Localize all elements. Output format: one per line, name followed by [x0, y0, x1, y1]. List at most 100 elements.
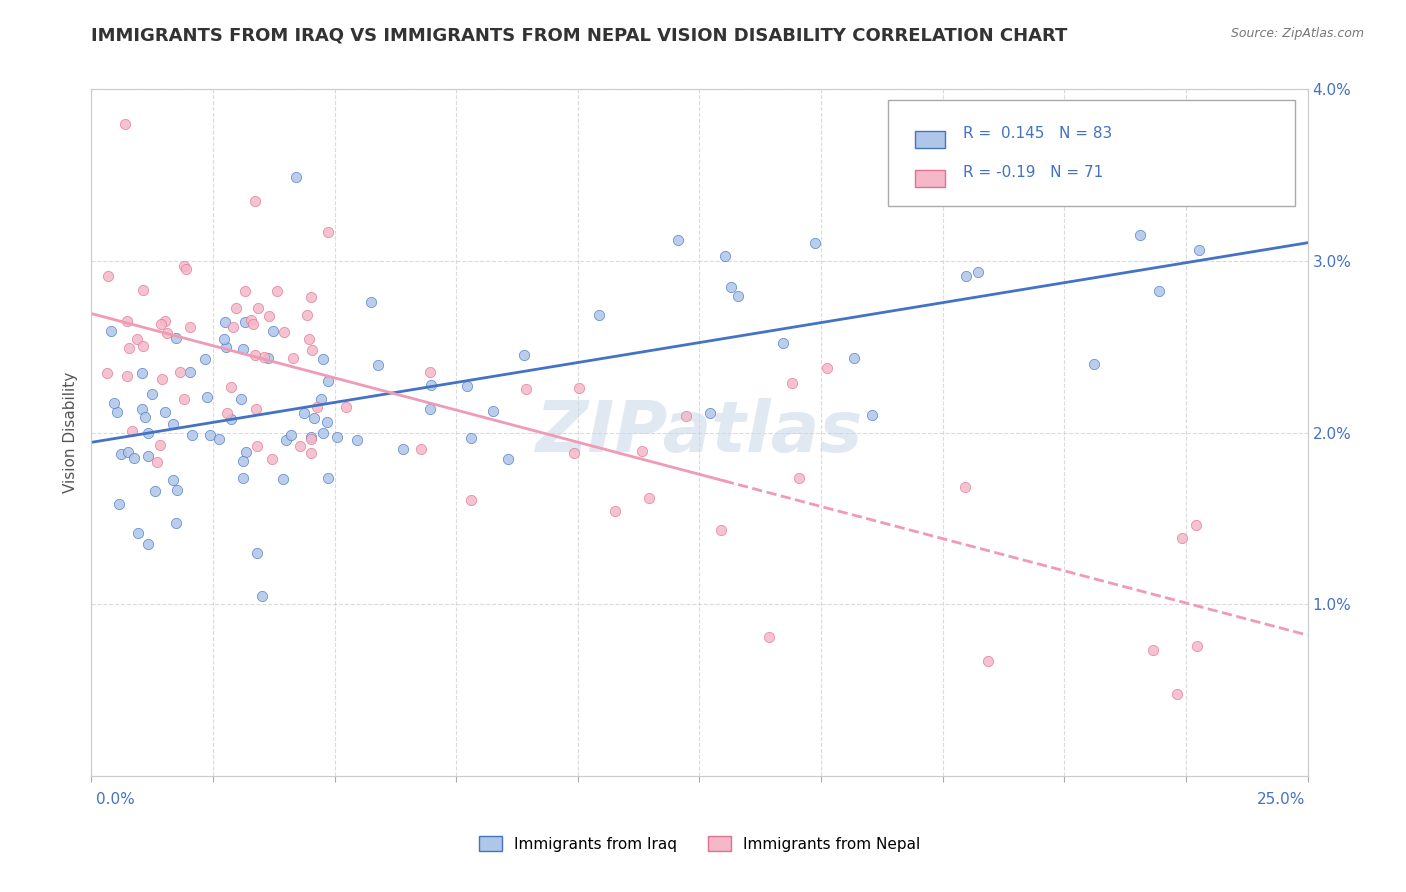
Point	[292, 406, 315, 420]
Point	[288, 439, 311, 453]
Point	[103, 395, 125, 409]
Point	[285, 170, 308, 185]
Point	[392, 442, 415, 457]
Point	[165, 331, 187, 345]
Point	[298, 332, 321, 346]
Point	[1129, 227, 1152, 242]
Point	[605, 504, 627, 518]
Point	[273, 326, 295, 340]
Point	[299, 432, 322, 446]
FancyBboxPatch shape	[915, 169, 945, 187]
Point	[127, 332, 149, 346]
Point	[301, 290, 323, 304]
FancyBboxPatch shape	[889, 100, 1295, 206]
Point	[162, 473, 184, 487]
Point	[312, 426, 335, 441]
Point	[637, 491, 659, 505]
Point	[179, 365, 201, 379]
Point	[1171, 531, 1194, 545]
Point	[860, 408, 883, 422]
Point	[165, 516, 187, 530]
Legend: Immigrants from Iraq, Immigrants from Nepal: Immigrants from Iraq, Immigrants from Ne…	[472, 830, 927, 858]
Text: 25.0%: 25.0%	[1257, 792, 1305, 807]
Point	[153, 314, 176, 328]
Point	[231, 392, 253, 406]
Point	[307, 400, 329, 414]
Point	[136, 450, 159, 464]
Point	[117, 444, 139, 458]
Point	[780, 376, 803, 390]
Point	[815, 360, 838, 375]
Point	[233, 315, 256, 329]
Point	[221, 380, 243, 394]
Text: ZIPatlas: ZIPatlas	[536, 398, 863, 467]
Point	[239, 313, 262, 327]
Point	[232, 343, 254, 357]
Point	[233, 285, 256, 299]
Point	[787, 471, 810, 485]
Point	[842, 351, 865, 366]
Point	[156, 326, 179, 340]
Point	[309, 392, 332, 406]
FancyBboxPatch shape	[915, 131, 945, 148]
Point	[257, 351, 280, 365]
Point	[110, 447, 132, 461]
Point	[562, 446, 585, 460]
Point	[1147, 285, 1170, 299]
Point	[1187, 639, 1209, 653]
Point	[262, 324, 284, 338]
Point	[675, 409, 697, 423]
Point	[194, 352, 217, 367]
Point	[772, 335, 794, 350]
Point	[114, 117, 136, 131]
Point	[588, 308, 610, 322]
Point	[243, 194, 266, 208]
Point	[131, 402, 153, 417]
Point	[212, 332, 235, 346]
Point	[180, 428, 202, 442]
Point	[1185, 518, 1208, 533]
Point	[714, 249, 737, 263]
Point	[215, 340, 238, 354]
Point	[136, 537, 159, 551]
Point	[173, 392, 195, 406]
Point	[346, 433, 368, 447]
Point	[419, 365, 441, 379]
Point	[122, 451, 145, 466]
Point	[460, 432, 482, 446]
Point	[280, 428, 302, 442]
Point	[274, 433, 297, 447]
Point	[266, 284, 288, 298]
Point	[420, 378, 443, 392]
Point	[243, 348, 266, 362]
Point	[953, 480, 976, 494]
Point	[149, 438, 172, 452]
Point	[225, 301, 247, 315]
Point	[179, 320, 201, 334]
Point	[281, 351, 304, 365]
Point	[200, 428, 222, 442]
Point	[1166, 687, 1188, 701]
Point	[316, 471, 339, 485]
Point	[253, 350, 276, 364]
Point	[195, 390, 218, 404]
Point	[173, 259, 195, 273]
Point	[232, 471, 254, 485]
Point	[302, 411, 325, 425]
Point	[758, 630, 780, 644]
Point	[1142, 642, 1164, 657]
Text: 0.0%: 0.0%	[96, 792, 135, 807]
Point	[132, 284, 155, 298]
Point	[162, 417, 184, 432]
Point	[232, 454, 254, 468]
Y-axis label: Vision Disability: Vision Disability	[62, 372, 77, 493]
Point	[117, 368, 139, 383]
Point	[315, 416, 337, 430]
Point	[246, 301, 269, 316]
Point	[118, 341, 141, 355]
Point	[720, 279, 742, 293]
Point	[136, 426, 159, 441]
Point	[108, 497, 131, 511]
Point	[174, 261, 197, 276]
Point	[710, 524, 733, 538]
